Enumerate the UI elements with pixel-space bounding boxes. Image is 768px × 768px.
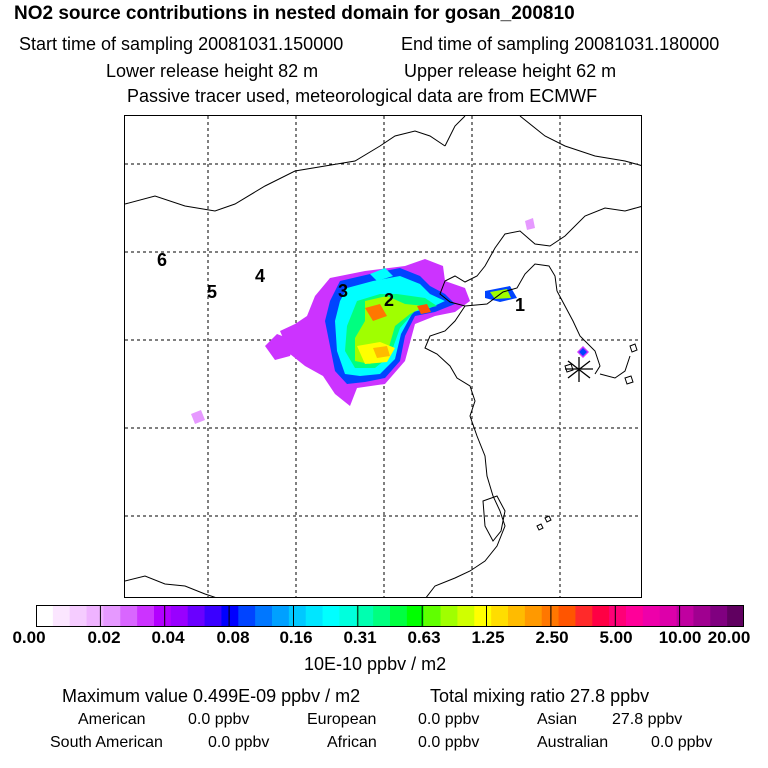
color-scale-bar [36,605,744,627]
tick-label: 0.31 [343,628,377,647]
color-scale-cell [322,605,341,627]
color-scale-cell [558,605,577,627]
start-time-label: Start time of sampling 20081031.150000 [19,34,344,54]
european-label: European [307,711,377,728]
color-scale-cell [457,605,475,627]
color-scale-cell [305,605,324,627]
total-mixing-ratio: Total mixing ratio 27.8 ppbv [430,686,650,706]
color-scale-cell [154,605,172,627]
color-scale-cell [120,605,138,627]
african-value: 0.0 ppbv [418,734,480,751]
color-scale-cell [103,605,121,627]
color-scale-cell [727,605,744,627]
color-scale-cell [137,605,155,627]
lower-release-height: Lower release height 82 m [106,61,319,81]
color-scale-cell [52,605,71,627]
tick-label: 0.16 [279,628,313,647]
color-scale-cell [609,605,627,627]
color-scale-cell [255,605,273,627]
tick-label: 20.00 [707,628,751,647]
european-value: 0.0 ppbv [418,711,480,728]
tick-label: 0.63 [407,628,441,647]
color-scale-cell [356,605,374,627]
color-scale-cell [288,605,307,627]
concentration-plume [191,218,589,424]
australian-value: 0.0 ppbv [651,734,713,751]
color-scale-cell [642,605,661,627]
color-scale-cell [524,605,543,627]
color-scale-cell [575,605,593,627]
south-american-value: 0.0 ppbv [208,734,270,751]
color-scale-cell [406,605,425,627]
map-label-6: 6 [157,250,168,270]
map-label-4: 4 [255,266,266,286]
tick-label: 5.00 [599,628,633,647]
plot-title: NO2 source contributions in nested domai… [14,3,575,24]
color-scale-cell [710,605,728,627]
tick-label: 0.08 [216,628,250,647]
american-label: American [78,711,146,728]
color-scale-cell [440,605,459,627]
color-scale-cell [187,605,206,627]
tick-label: 2.50 [535,628,569,647]
map-label-3: 3 [338,281,349,301]
map-canvas [125,116,641,597]
color-scale-cell [86,605,105,627]
tick-label: 1.25 [471,628,505,647]
color-scale-cell [474,605,492,627]
american-value: 0.0 ppbv [188,711,250,728]
upper-release-height: Upper release height 62 m [404,61,617,81]
color-scale-cell [272,605,290,627]
color-scale-cell [373,605,391,627]
color-scale-cell [390,605,408,627]
color-scale-cell [626,605,644,627]
color-scale-cell [659,605,678,627]
color-scale-cell [204,605,223,627]
australian-label: Australian [537,734,609,751]
color-scale-cell [508,605,526,627]
map-label-1: 1 [515,295,526,315]
asian-value: 27.8 ppbv [612,711,683,728]
end-time-label: End time of sampling 20081031.180000 [401,34,720,54]
color-scale-cell [423,605,442,627]
map-label-2: 2 [384,290,395,310]
color-scale-cell [592,605,610,627]
color-scale-cell [69,605,88,627]
tick-label: 10.00 [658,628,702,647]
color-scale-cell [238,605,256,627]
lat-lon-grid [125,116,641,597]
color-scale-cell [36,605,54,627]
tick-label: 0.00 [12,628,46,647]
map-label-5: 5 [207,282,218,302]
tick-label: 0.02 [87,628,121,647]
color-scale-cell [676,605,695,627]
model-info: Passive tracer used, meteorological data… [127,86,598,106]
receptor-marker [565,357,593,382]
map-panel: 1 2 3 4 5 6 [124,115,642,598]
south-american-label: South American [50,734,163,751]
color-scale-cell [693,605,711,627]
african-label: African [327,734,377,751]
tick-label: 0.04 [151,628,185,647]
maximum-value: Maximum value 0.499E-09 ppbv / m2 [62,686,361,706]
colorbar-unit: 10E-10 ppbv / m2 [304,654,447,674]
color-scale-cell [339,605,357,627]
coastlines [125,116,641,597]
color-scale-cell [491,605,509,627]
color-scale-cell [170,605,189,627]
asian-label: Asian [537,711,578,728]
color-scale-cell [221,605,239,627]
